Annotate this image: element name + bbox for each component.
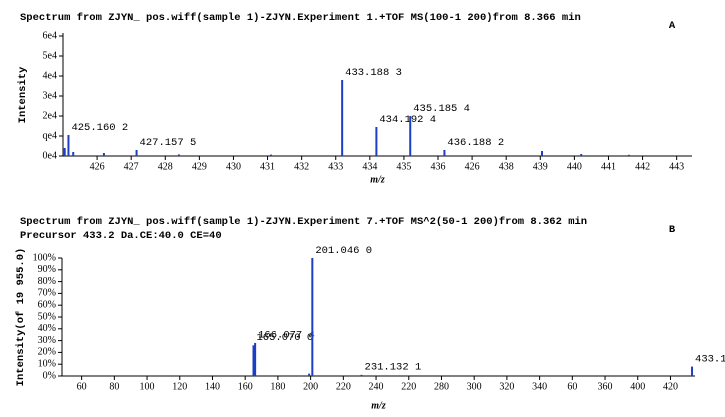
x-tick-label: 420 <box>663 381 678 392</box>
y-tick-label: 4e4 <box>43 70 57 81</box>
x-tick-label: 400 <box>630 381 645 392</box>
x-tick-label: 280 <box>434 381 449 392</box>
y-tick-label: 50% <box>38 311 56 322</box>
panel-label: A <box>669 20 676 32</box>
x-tick-label: 426 <box>465 161 480 172</box>
x-tick-label: 180 <box>270 381 285 392</box>
x-tick-label: 120 <box>172 381 187 392</box>
x-tick-label: 439 <box>533 161 548 172</box>
x-tick-label: 441 <box>601 161 616 172</box>
chart-subtitle: Precursor 433.2 Da.CE:40.0 CE=40 <box>20 230 222 242</box>
y-tick-label: 40% <box>38 323 56 334</box>
x-tick-label: 200 <box>303 381 318 392</box>
x-tick-label: 427 <box>124 161 139 172</box>
peak-label: 434.192 4 <box>379 114 436 126</box>
y-tick-label: qe4 <box>43 130 57 141</box>
peak-label: 433.188 3 <box>345 67 402 79</box>
x-tick-label: 436 <box>431 161 446 172</box>
x-tick-label: 360 <box>598 381 613 392</box>
y-axis-label: Intensity <box>17 66 29 123</box>
y-tick-label: 0% <box>43 370 56 381</box>
y-tick-label: 20% <box>38 347 56 358</box>
x-tick-label: 160 <box>238 381 253 392</box>
x-tick-label: 438 <box>499 161 514 172</box>
y-tick-label: 2e4 <box>43 110 57 121</box>
x-tick-label: 100 <box>140 381 155 392</box>
x-tick-label: 426 <box>90 161 105 172</box>
x-tick-label: 220 <box>401 381 416 392</box>
x-tick-label: 340 <box>532 381 547 392</box>
x-tick-label: 442 <box>635 161 650 172</box>
x-tick-label: 430 <box>226 161 241 172</box>
x-axis-label: m/z <box>370 174 385 185</box>
x-tick-label: 431 <box>260 161 275 172</box>
y-tick-label: 5e4 <box>43 50 57 61</box>
x-tick-label: 432 <box>294 161 309 172</box>
x-tick-label: 240 <box>369 381 384 392</box>
peak-label: 231.132 1 <box>365 362 422 374</box>
y-tick-label: 30% <box>38 335 56 346</box>
x-tick-label: 220 <box>336 381 351 392</box>
x-tick-label: 60 <box>567 381 577 392</box>
y-tick-label: 70% <box>38 288 56 299</box>
peak-label: 201.046 0 <box>315 245 372 257</box>
peak-label: 436.188 2 <box>447 137 504 149</box>
peak-label: 165.070 0 <box>256 332 313 344</box>
x-tick-label: 440 <box>567 161 582 172</box>
x-tick-label: 428 <box>158 161 173 172</box>
x-tick-label: 435 <box>396 161 411 172</box>
y-tick-label: 90% <box>38 264 56 275</box>
x-tick-label: 300 <box>467 381 482 392</box>
y-tick-label: 60% <box>38 299 56 310</box>
peak-label: 433.185 4 <box>695 353 725 365</box>
panel-label: B <box>669 224 676 236</box>
peak-label: 435.185 4 <box>413 103 470 115</box>
peak-label: 425.160 2 <box>71 122 128 134</box>
x-tick-label: 434 <box>362 161 377 172</box>
peak-label: 166.077 4 <box>258 330 315 342</box>
x-tick-label: 140 <box>205 381 220 392</box>
y-tick-label: 6e4 <box>43 30 57 41</box>
y-tick-label: 3e4 <box>43 90 57 101</box>
y-tick-label: 80% <box>38 276 56 287</box>
x-tick-label: 60 <box>77 381 87 392</box>
y-axis-label: Intensity(of 19 955.0) <box>15 248 27 387</box>
y-tick-label: 0e4 <box>43 150 57 161</box>
peak-label: 427.157 5 <box>140 137 197 149</box>
chart-title: Spectrum from ZJYN_ pos.wiff(sample 1)-Z… <box>20 12 581 24</box>
x-axis-label: m/z <box>371 400 386 411</box>
y-tick-label: 10% <box>38 358 56 369</box>
chart-title: Spectrum from ZJYN_ pos.wiff(sample 1)-Z… <box>20 216 587 228</box>
x-tick-label: 429 <box>192 161 207 172</box>
x-tick-label: 80 <box>109 381 119 392</box>
x-tick-label: 433 <box>328 161 343 172</box>
y-tick-label: 100% <box>33 252 56 263</box>
x-tick-label: 443 <box>669 161 684 172</box>
x-tick-label: 320 <box>499 381 514 392</box>
